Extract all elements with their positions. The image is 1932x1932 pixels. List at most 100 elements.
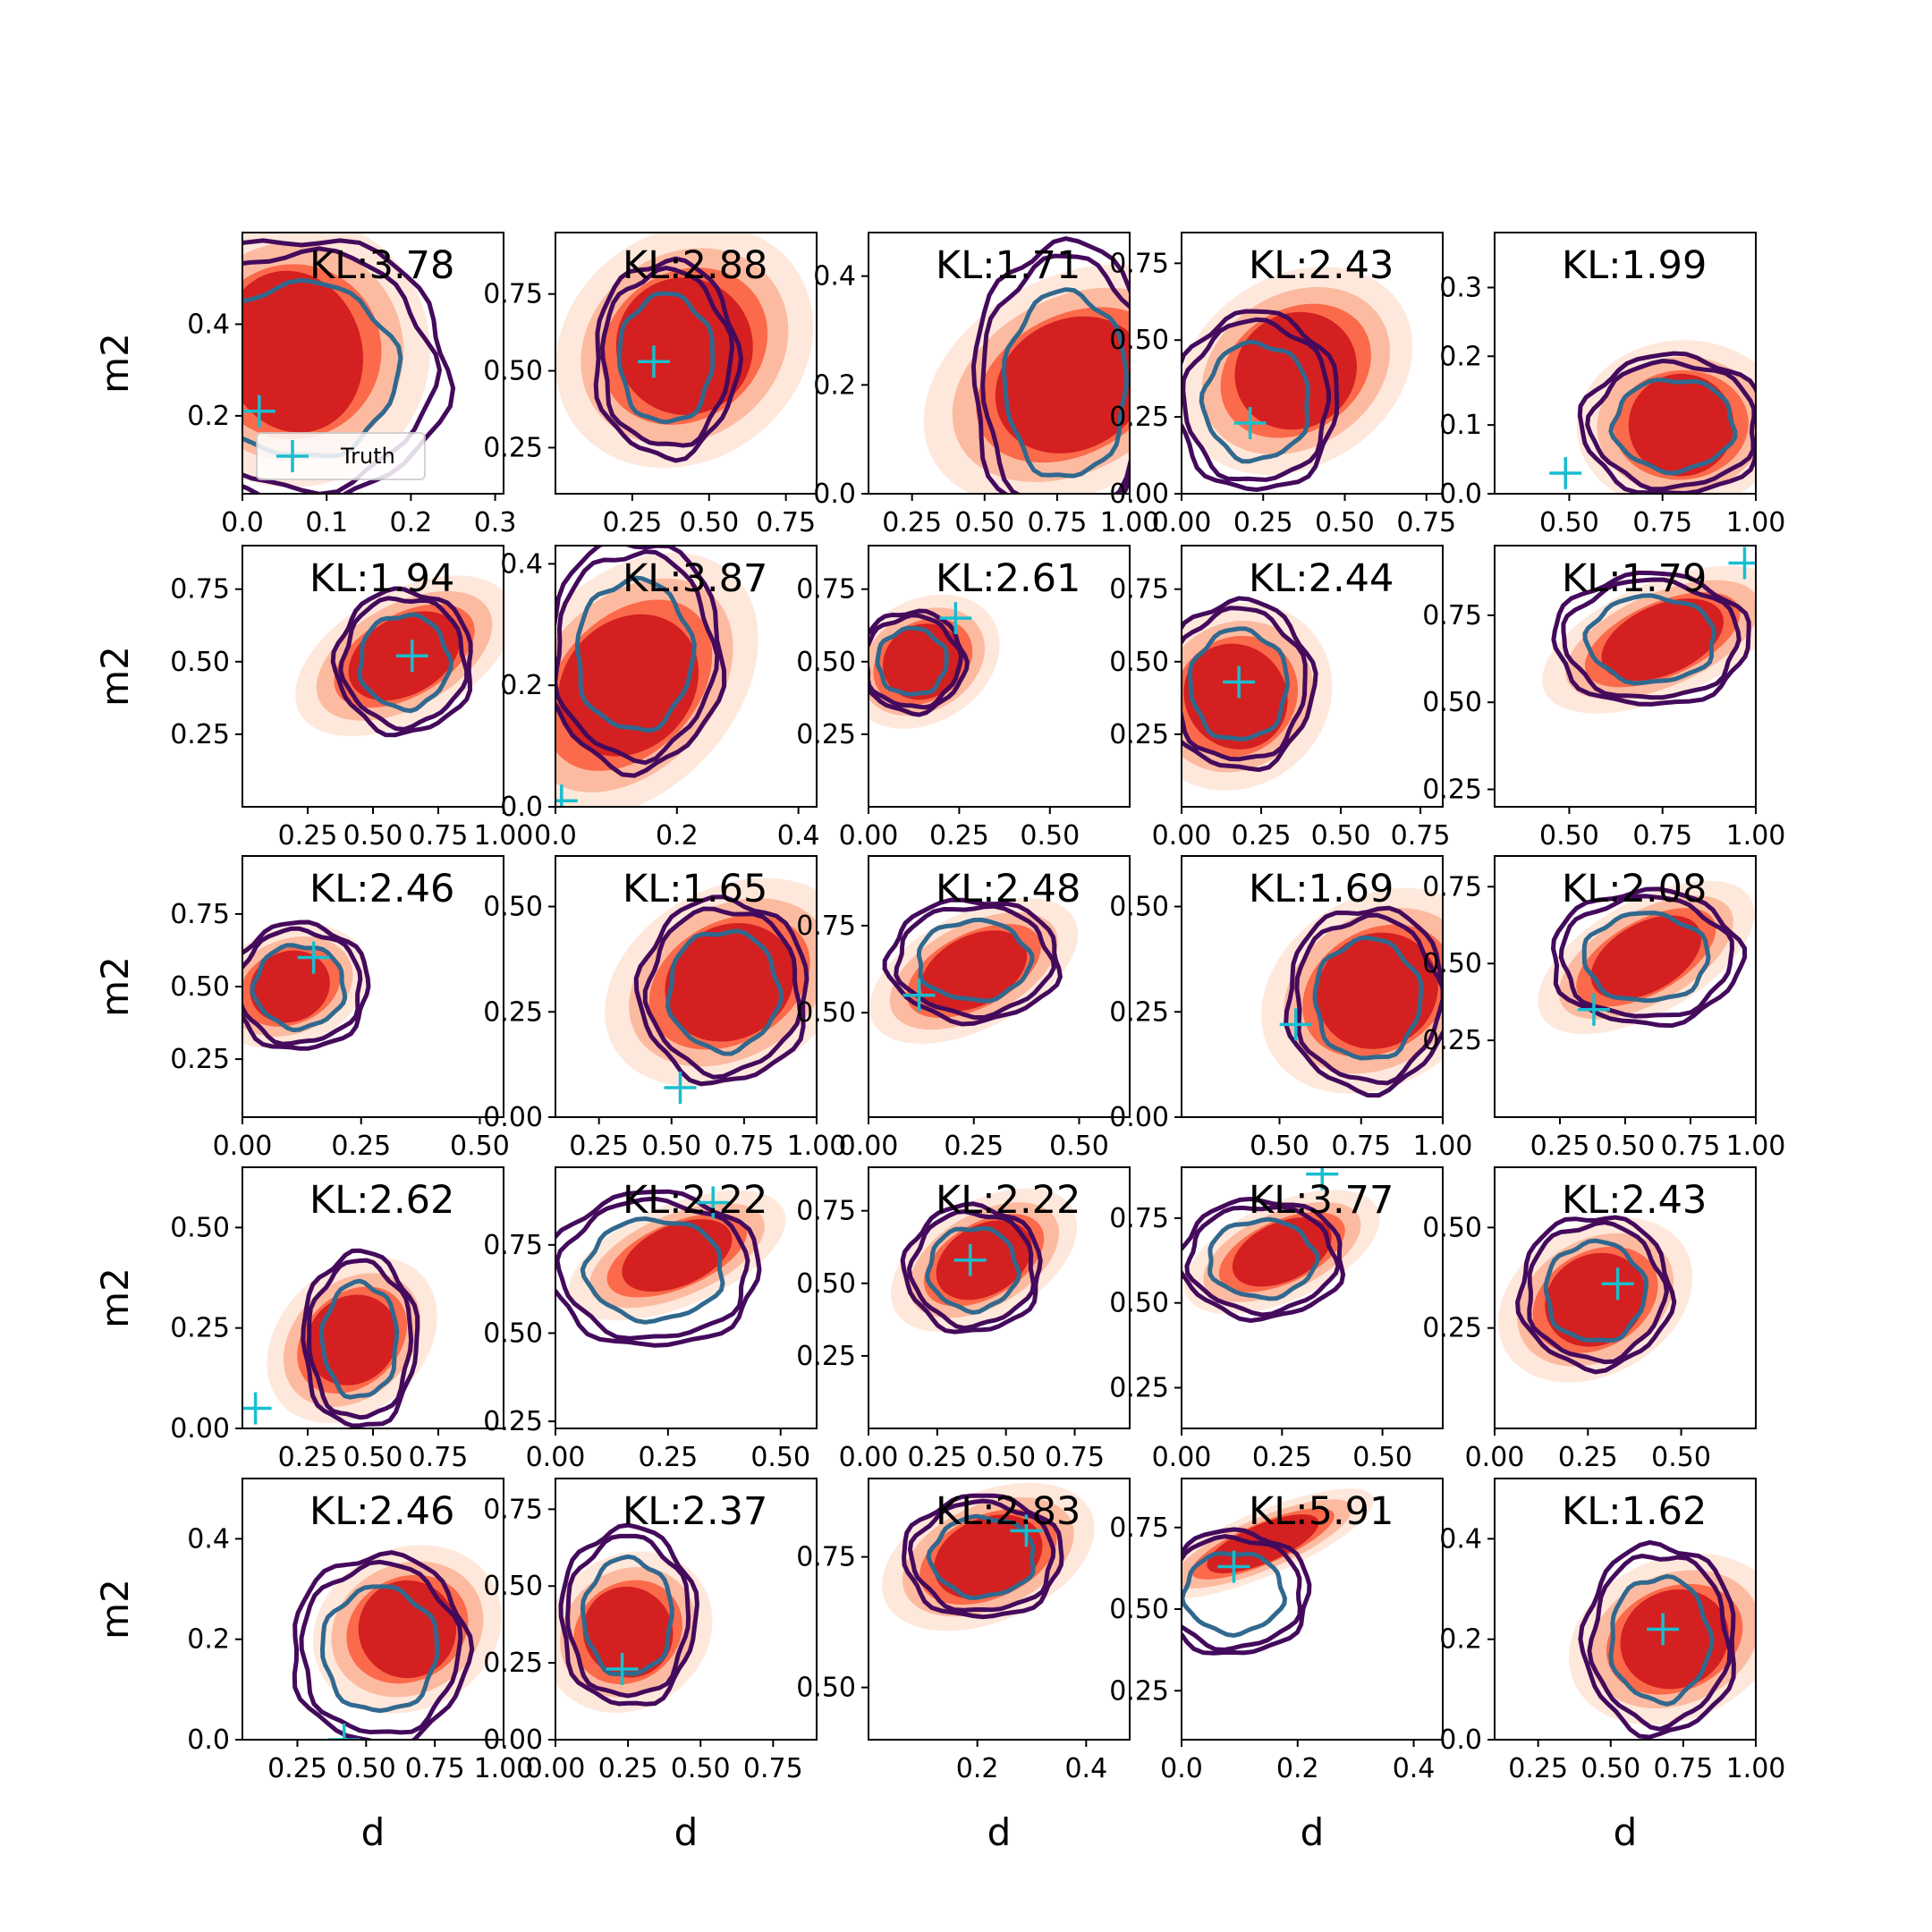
outer-contour-2 [555, 1196, 750, 1341]
truth-marker [1010, 1514, 1043, 1547]
kl-annotation: KL:2.48 [936, 867, 1080, 911]
y-tick-label: 0.50 [1109, 1288, 1169, 1319]
x-tick-label: 0.75 [1632, 820, 1692, 852]
inner-contour [1312, 935, 1424, 1061]
panel-15-plot [1538, 880, 1755, 1035]
density-fill-level-4 [1545, 1252, 1646, 1347]
x-tick-label: 0.00 [213, 1131, 273, 1162]
inner-contour [574, 575, 697, 733]
y-tick-label: 0.50 [796, 647, 856, 678]
y-tick-label: 0.0 [187, 1724, 230, 1756]
x-tick-label: 1.00 [1726, 507, 1786, 538]
density-fill-level-4 [934, 1514, 1043, 1599]
x-tick-label: 1.00 [1413, 1131, 1473, 1162]
panel-19-frame [1181, 1166, 1444, 1429]
truth-marker [1647, 1613, 1680, 1646]
y-tick-label: 0.4 [187, 309, 230, 340]
x-tick-label: 0.00 [1152, 1442, 1212, 1473]
y-tick-label: 0.50 [1422, 687, 1482, 718]
x-tick-label: 0.00 [1152, 820, 1212, 852]
x-axis-label: d [1301, 1810, 1325, 1854]
x-tick-label: 0.00 [839, 820, 899, 852]
y-tick-label: 0.00 [1109, 1102, 1169, 1133]
kl-annotation: KL:2.37 [623, 1489, 767, 1534]
outer-contour-1 [882, 897, 1063, 1027]
outer-contour-2 [642, 906, 803, 1080]
panel-20-plot [1498, 1215, 1693, 1383]
x-tick-label: 1.00 [787, 1131, 847, 1162]
panel-16-plot [242, 1248, 437, 1428]
x-tick-label: 0.75 [409, 1442, 469, 1473]
y-tick-label: 0.2 [1439, 341, 1482, 372]
density-fill-level-4 [920, 930, 1028, 1012]
x-tick-label: 0.50 [1539, 820, 1599, 852]
kl-annotation: KL:1.65 [623, 867, 767, 911]
x-tick-label: 0.25 [1508, 1753, 1568, 1784]
outer-contour-1 [1577, 351, 1756, 494]
inner-contour [318, 1278, 400, 1400]
kl-annotation: KL:2.22 [936, 1178, 1080, 1223]
panel-11-plot [242, 919, 371, 1051]
y-tick-label: 0.25 [1422, 1313, 1482, 1344]
x-tick-label: 0.50 [976, 1442, 1036, 1473]
outer-contour-1 [301, 1248, 420, 1428]
outer-contour-2 [565, 1533, 691, 1699]
inner-contour [875, 625, 949, 697]
x-tick-label: 1.00 [1726, 1131, 1786, 1162]
kl-annotation: KL:2.44 [1249, 556, 1394, 601]
x-tick-label: 0.75 [1396, 507, 1456, 538]
inner-contour [580, 1554, 674, 1677]
x-tick-label: 0.00 [1152, 507, 1212, 538]
inner-contour [665, 928, 784, 1056]
kl-annotation: KL:2.43 [1562, 1178, 1707, 1223]
x-tick-label: 0.2 [1276, 1753, 1319, 1784]
y-tick-label: 0.75 [170, 574, 230, 606]
truth-marker [953, 1243, 987, 1276]
x-axis-label: d [1614, 1810, 1638, 1854]
y-axis-label: m2 [93, 1579, 137, 1640]
y-tick-label: 0.00 [170, 1413, 230, 1445]
x-tick-label: 0.00 [526, 1442, 586, 1473]
y-tick-label: 0.2 [1439, 1624, 1482, 1656]
inner-contour [1208, 1216, 1321, 1301]
y-tick-label: 0.25 [1422, 775, 1482, 806]
inner-contour [250, 943, 348, 1033]
panel-17-plot [555, 1186, 786, 1348]
density-fill-level-4 [358, 1580, 457, 1679]
y-tick-label: 0.75 [1109, 1513, 1169, 1544]
panel-25-frame [1494, 1478, 1757, 1741]
panel-13-plot [869, 897, 1079, 1044]
panel-13-frame [868, 855, 1131, 1118]
y-tick-label: 0.75 [1109, 1203, 1169, 1234]
y-tick-label: 0.25 [170, 719, 230, 750]
outer-contour-1 [330, 586, 473, 738]
outer-contour-1 [900, 1201, 1043, 1335]
panel-7-frame [555, 545, 818, 808]
x-tick-label: 0.25 [1232, 820, 1292, 852]
y-axis-label: m2 [93, 1267, 137, 1328]
inner-contour [1543, 1238, 1649, 1343]
legend: Truth [256, 432, 426, 480]
panel-21-frame [242, 1478, 504, 1741]
outer-contour-1 [1578, 1539, 1736, 1740]
truth-marker [606, 1652, 639, 1685]
x-tick-label: 1.00 [474, 1753, 534, 1784]
y-tick-label: 0.75 [796, 574, 856, 606]
panel-22-frame [555, 1478, 818, 1741]
outer-contour-1 [633, 894, 809, 1087]
x-tick-label: 0.50 [343, 820, 403, 852]
y-tick-label: 0.75 [170, 899, 230, 930]
truth-marker [1549, 456, 1582, 489]
y-tick-label: 0.50 [1109, 325, 1169, 356]
truth-marker [1279, 1008, 1312, 1041]
outer-contour-1 [1550, 886, 1748, 1029]
outer-contour-2 [299, 1559, 463, 1735]
y-tick-label: 0.50 [796, 1673, 856, 1704]
x-tick-label: 1.00 [1726, 820, 1786, 852]
y-tick-label: 0.00 [483, 1724, 543, 1756]
density-fill-level-4 [582, 1586, 674, 1678]
truth-marker [242, 1392, 272, 1425]
y-tick-label: 0.25 [1109, 1372, 1169, 1403]
inner-contour [1199, 339, 1310, 464]
